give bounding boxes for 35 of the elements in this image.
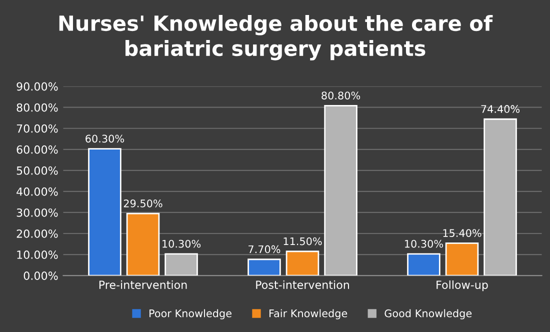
data-label: 7.70% [248, 245, 280, 254]
bar [484, 118, 517, 276]
chart-title: Nurses' Knowledge about the care of bariatric surgery patients [59, 14, 493, 60]
bar [164, 253, 198, 276]
y-tick-label: 90.00% [16, 82, 58, 91]
data-label: 74.40% [481, 105, 520, 113]
y-tick-label: 20.00% [16, 229, 58, 238]
bar [248, 258, 281, 276]
data-label: 60.30% [86, 134, 124, 143]
y-tick-label: 0.00% [24, 272, 58, 280]
bar [126, 212, 160, 276]
data-label: 15.40% [443, 229, 482, 237]
data-label: 11.50% [284, 237, 322, 246]
y-tick-label: 40.00% [16, 187, 58, 196]
data-label: 29.50% [124, 199, 162, 208]
y-tick-label: 80.00% [16, 103, 58, 112]
legend-label: Poor Knowledge [150, 309, 232, 320]
x-tick-label: Pre-intervention [99, 280, 187, 290]
y-tick-label: 70.00% [16, 124, 58, 133]
x-tick-label: Post-intervention [256, 280, 349, 290]
bar [445, 242, 479, 276]
bar [407, 253, 440, 276]
data-label: 80.80% [322, 92, 360, 100]
legend-label: Good Knowledge [384, 309, 472, 320]
legend-label: Fair Knowledge [270, 309, 348, 320]
bar [88, 148, 122, 276]
x-tick-label: Follow-up [436, 280, 488, 292]
y-tick-label: 30.00% [16, 208, 58, 217]
data-label: 10.30% [405, 240, 444, 248]
y-tick-label: 50.00% [16, 166, 58, 175]
y-tick-label: 10.00% [17, 250, 58, 259]
data-label: 10.30% [162, 240, 201, 248]
bar [286, 250, 320, 276]
y-tick-label: 60.00% [16, 145, 58, 154]
bar [324, 104, 358, 276]
